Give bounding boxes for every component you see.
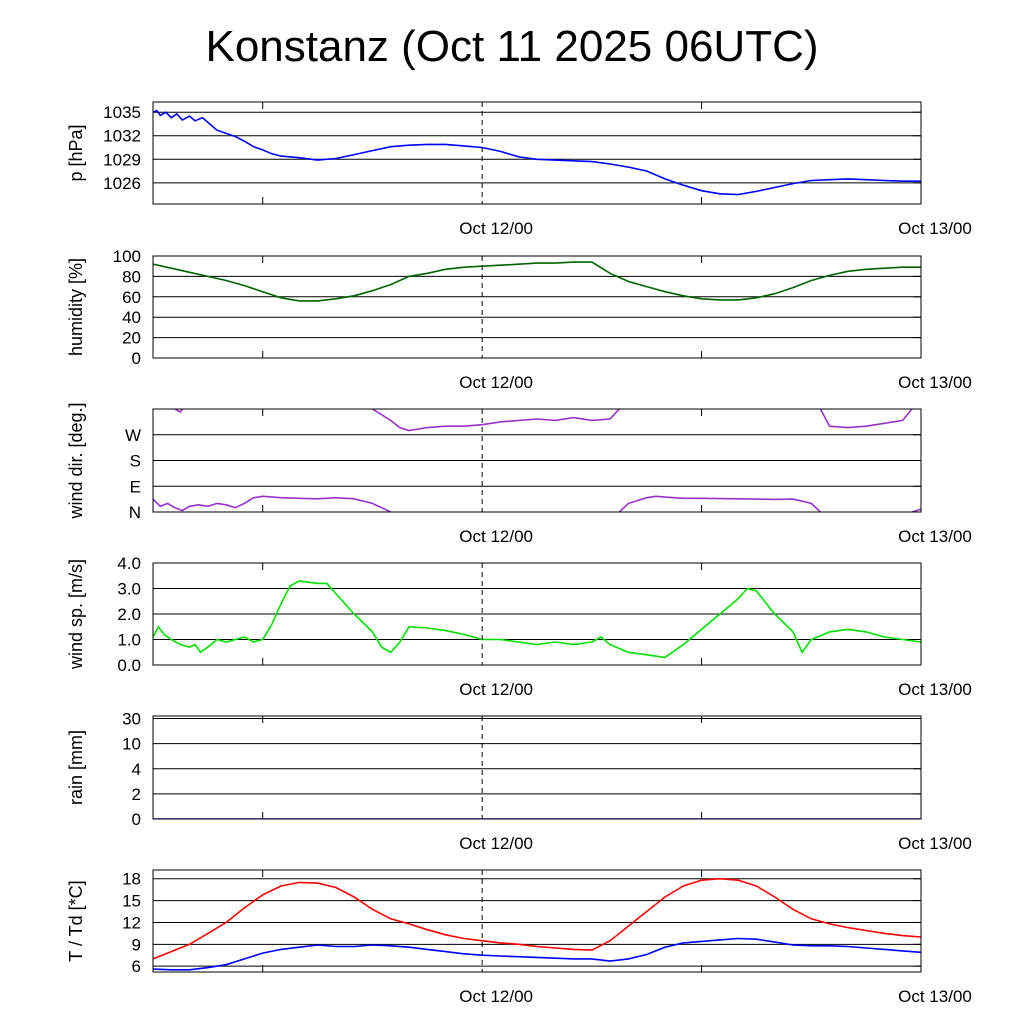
plot-frame <box>152 869 922 973</box>
y-tick-label: 3.0 <box>117 580 141 599</box>
series-line-0-3 <box>618 495 821 512</box>
panel-wind-speed: 4.0 3.0 2.0 1.0 0.0 wind sp. [m/s] Oct 12/00 Oc… <box>66 554 972 699</box>
y-tick-label: 1029 <box>103 150 141 169</box>
y-axis-label: wind sp. [m/s] <box>66 559 86 670</box>
x-tick-label: Oct 13/00 <box>898 527 972 546</box>
x-tick-label: Oct 12/00 <box>459 987 533 1006</box>
y-tick-label: 6 <box>132 957 141 976</box>
y-tick-label: E <box>130 477 141 496</box>
y-tick-label: 0 <box>132 349 141 368</box>
x-tick-label: Oct 13/00 <box>898 987 972 1006</box>
y-tick-label: S <box>130 452 141 471</box>
y-tick-label: 0.0 <box>117 656 141 675</box>
y-axis-label: humidity [%] <box>66 258 86 356</box>
y-tick-label: 10 <box>122 735 141 754</box>
x-tick-label: Oct 13/00 <box>898 680 972 699</box>
x-tick-label: Oct 13/00 <box>898 373 972 392</box>
y-tick-label: 30 <box>122 710 141 729</box>
y-tick-label: 15 <box>122 892 141 911</box>
x-tick-label: Oct 12/00 <box>459 834 533 853</box>
y-tick-label: W <box>125 426 141 445</box>
y-tick-label: 1032 <box>103 127 141 146</box>
y-tick-label: 20 <box>122 329 141 348</box>
chart-title: Konstanz (Oct 11 2025 06UTC) <box>205 22 819 71</box>
y-tick-label: 18 <box>122 870 141 889</box>
y-tick-label: 4 <box>132 760 141 779</box>
y-tick-label: 1.0 <box>117 631 141 650</box>
y-tick-label: 4.0 <box>117 554 141 573</box>
series-line-0-0 <box>153 109 921 196</box>
x-tick-label: Oct 13/00 <box>898 219 972 238</box>
x-tick-label: Oct 12/00 <box>459 373 533 392</box>
y-tick-label: 1026 <box>103 174 141 193</box>
series-line-0-4 <box>819 409 913 429</box>
x-tick-label: Oct 12/00 <box>459 527 533 546</box>
y-axis-label: p [hPa] <box>66 124 86 181</box>
y-tick-label: N <box>129 503 141 522</box>
plot-frame <box>152 715 922 820</box>
plot-frame <box>152 101 922 205</box>
y-axis-label: T / Td [*C] <box>66 880 86 961</box>
series-line-0-0 <box>153 495 392 512</box>
y-axis-label: wind dir. [deg.] <box>66 402 86 519</box>
series-line-0-0 <box>153 261 921 302</box>
x-tick-label: Oct 12/00 <box>459 680 533 699</box>
y-tick-label: 1035 <box>103 103 141 122</box>
y-tick-label: 2.0 <box>117 605 141 624</box>
y-tick-label: 80 <box>122 267 141 286</box>
series-line-0-1 <box>174 409 183 413</box>
x-tick-label: Oct 13/00 <box>898 834 972 853</box>
series-line-1-0 <box>153 937 921 971</box>
panel-pressure: 1035 1032 1029 1026 p [hPa] Oct 12/00 Oct 13/0… <box>66 101 972 238</box>
y-tick-label: 100 <box>113 247 141 266</box>
x-tick-label: Oct 12/00 <box>459 219 533 238</box>
series-line-0-2 <box>371 409 620 432</box>
series-line-0-0 <box>153 877 921 960</box>
y-tick-label: 9 <box>132 935 141 954</box>
y-tick-label: 2 <box>132 785 141 804</box>
y-tick-label: 0 <box>132 810 141 829</box>
panel-temperature-dewpoint: 18 15 12 9 6 T / Td [*C] Oct 12/00 Oct 13/00 <box>66 869 972 1006</box>
y-axis-label: rain [mm] <box>66 730 86 805</box>
y-tick-label: 12 <box>122 913 141 932</box>
y-tick-label: 40 <box>122 308 141 327</box>
y-tick-label: 60 <box>122 288 141 307</box>
plot-frame <box>152 255 922 359</box>
series-line-0-0 <box>153 580 921 659</box>
panel-rain: 30 10 4 2 0 rain [mm] Oct 12/00 Oct 13/00 <box>66 710 972 853</box>
